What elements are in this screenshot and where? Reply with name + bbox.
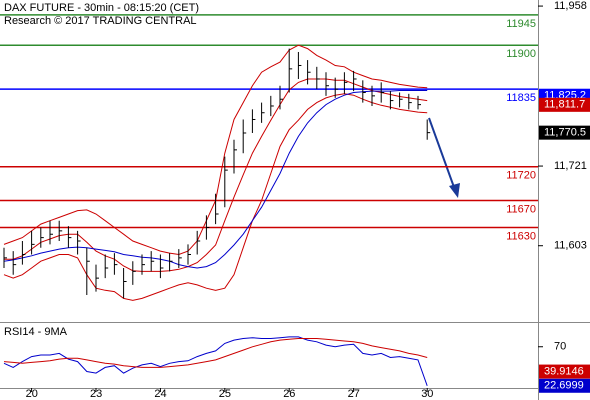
price-marker-label: 11,811.7 [544, 99, 585, 111]
forecast-arrow [428, 117, 460, 198]
level-label: 11630 [506, 230, 536, 242]
rsi-line [3, 338, 428, 368]
x-tick-label: 25 [219, 388, 231, 400]
rsi-label: RSI14 - 9MA [4, 326, 68, 338]
x-tick-label: 30 [421, 388, 433, 400]
x-tick-label: 27 [348, 388, 360, 400]
y-tick-label: 11,603 [554, 240, 587, 252]
rsi-marker-box [539, 378, 590, 393]
level-label: 11720 [506, 170, 536, 182]
chart-subtitle: Research © 2017 TRADING CENTRAL [4, 15, 197, 27]
rsi-marker-label: 39.9146 [544, 365, 584, 377]
indicator-line [4, 78, 428, 272]
rsi-tick-label: 70 [554, 341, 566, 353]
level-label: 11835 [506, 92, 536, 104]
rsi-line [3, 336, 428, 386]
x-tick-label: 24 [154, 388, 166, 400]
level-label: 11900 [506, 48, 536, 60]
x-tick-label: 20 [26, 388, 38, 400]
indicator-line [3, 90, 428, 269]
rsi-marker-box [539, 364, 590, 379]
rsi-marker-label: 22.6999 [544, 380, 584, 392]
x-tick-label: 23 [90, 388, 102, 400]
chart-title: DAX FUTURE - 30min - 08:15:20 (CET) [4, 2, 199, 14]
indicator-line [3, 93, 428, 301]
price-marker-box [539, 97, 590, 112]
level-label: 11945 [506, 18, 536, 30]
price-marker-box [539, 125, 590, 140]
x-tick-label: 26 [283, 388, 295, 400]
price-marker-label: 11,770.5 [544, 127, 586, 139]
level-label: 11670 [506, 203, 536, 215]
y-tick-label: 11,721 [554, 160, 587, 172]
y-tick-label: 11,958 [554, 0, 587, 12]
